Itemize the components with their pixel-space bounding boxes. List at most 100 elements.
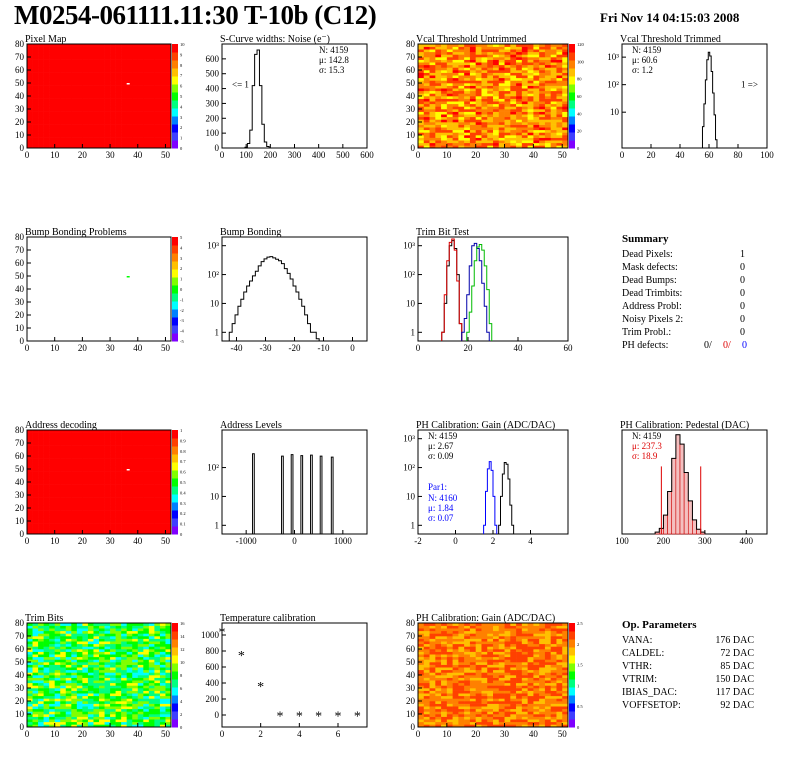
heatmap-cell: [143, 654, 150, 658]
heatmap-cell: [54, 479, 61, 483]
heatmap-cell: [126, 80, 133, 84]
heatmap-cell: [76, 680, 83, 684]
heatmap-cell: [143, 714, 150, 717]
heatmap-cell: [475, 44, 482, 47]
heatmap-cell: [38, 463, 44, 467]
heatmap-cell: [154, 85, 161, 89]
heatmap-cell: [516, 85, 523, 89]
heatmap-cell: [154, 443, 161, 446]
heatmap-cell: [154, 701, 161, 704]
heatmap-cell: [49, 67, 55, 71]
heatmap-cell: [165, 70, 172, 73]
heatmap-cell: [121, 685, 127, 689]
heatmap-cell: [544, 145, 551, 149]
heatmap-cell: [435, 90, 442, 94]
heatmap-cell: [435, 88, 442, 92]
heatmap-cell: [76, 122, 83, 125]
heatmap-cell: [159, 706, 166, 710]
heatmap-cell: [76, 70, 83, 73]
heatmap-cell: [54, 67, 61, 71]
heatmap-cell: [71, 135, 78, 138]
heatmap-cell: [154, 466, 161, 470]
color-scale-bin: [172, 253, 178, 262]
heatmap-cell: [429, 64, 436, 68]
heatmap-cell: [446, 124, 453, 128]
heatmap-cell: [446, 80, 453, 84]
heatmap-cell: [148, 88, 155, 92]
heatmap-cell: [71, 690, 78, 694]
heatmap-cell: [104, 523, 111, 527]
heatmap-cell: [458, 64, 465, 68]
heatmap-cell: [487, 706, 494, 710]
heatmap-cell: [32, 515, 39, 519]
heatmap-cell: [498, 109, 505, 112]
heatmap-cell: [54, 109, 61, 112]
heatmap-cell: [159, 129, 166, 133]
heatmap-cell: [464, 724, 471, 728]
heatmap-cell: [71, 49, 78, 53]
heatmap-cell: [121, 463, 127, 467]
heatmap-cell: [43, 62, 50, 66]
heatmap-cell: [556, 132, 563, 136]
heatmap-cell: [27, 145, 33, 149]
chart-title: PH Calibration: Gain (ADC/DAC): [416, 613, 555, 624]
heatmap-cell: [458, 119, 465, 123]
heatmap-cell: [539, 132, 546, 136]
heatmap-cell: [38, 703, 44, 707]
heatmap-cell: [82, 430, 89, 433]
heatmap-cell: [99, 695, 105, 699]
heatmap-cell: [115, 435, 122, 439]
heatmap-cell: [137, 638, 144, 642]
heatmap-cell: [126, 641, 133, 645]
heatmap-cell: [87, 479, 94, 483]
heatmap-cell: [143, 114, 150, 118]
heatmap-cell: [43, 526, 50, 530]
heatmap-cell: [143, 482, 150, 485]
heatmap-cell: [43, 636, 50, 639]
heatmap-cell: [27, 680, 33, 684]
heatmap-cell: [82, 145, 89, 149]
heatmap-cell: [516, 701, 523, 704]
heatmap-cell: [516, 109, 523, 112]
heatmap-cell: [143, 140, 150, 144]
heatmap-cell: [32, 531, 39, 535]
heatmap-cell: [38, 719, 44, 723]
heatmap-cell: [104, 453, 111, 457]
heatmap-cell: [87, 430, 94, 433]
y-tick-label: 40: [15, 670, 25, 680]
heatmap-cell: [76, 643, 83, 647]
heatmap-cell: [93, 51, 100, 55]
heatmap-cell: [544, 135, 551, 138]
heatmap-cell: [137, 70, 144, 73]
heatmap-cell: [423, 70, 430, 73]
heatmap-cell: [99, 654, 105, 658]
heatmap-cell: [165, 672, 172, 676]
heatmap-cell: [481, 127, 488, 131]
y-tick-label: 0: [20, 336, 25, 346]
heatmap-cell: [126, 57, 133, 60]
heatmap-cell: [504, 698, 511, 702]
heatmap-cell: [76, 623, 83, 626]
heatmap-cell: [475, 51, 482, 55]
heatmap-cell: [493, 714, 500, 717]
heatmap-cell: [143, 677, 150, 681]
color-scale-bin: [172, 478, 178, 487]
heatmap-cell: [87, 57, 94, 60]
heatmap-cell: [27, 724, 33, 728]
heatmap-cell: [27, 654, 33, 658]
heatmap-cell: [87, 437, 94, 441]
heatmap-cell: [423, 57, 430, 60]
heatmap-cell: [441, 85, 448, 89]
heatmap-cell: [493, 721, 500, 725]
heatmap-cell: [452, 62, 459, 66]
heatmap-cell: [110, 714, 116, 717]
heatmap-cell: [93, 656, 100, 660]
heatmap-cell: [110, 721, 116, 725]
heatmap-cell: [27, 659, 33, 663]
heatmap-cell: [469, 706, 476, 710]
heatmap-cell: [464, 140, 471, 144]
heatmap-cell: [539, 75, 546, 79]
color-scale-label: 0.6: [180, 470, 186, 475]
heatmap-cell: [76, 450, 83, 454]
